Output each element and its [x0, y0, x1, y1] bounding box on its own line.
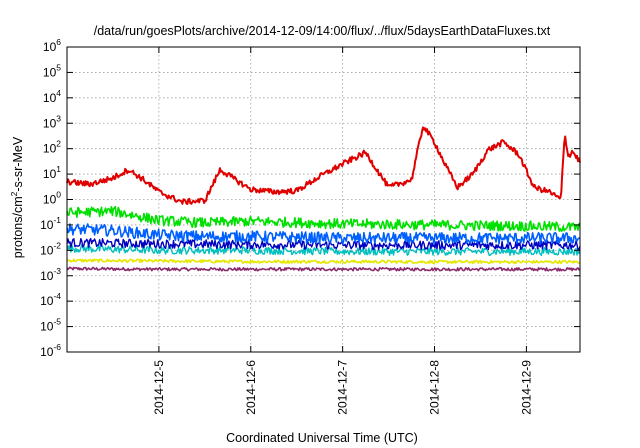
- y-tick-label: 10-5: [40, 317, 61, 334]
- y-tick-label: 10-1: [40, 215, 61, 232]
- y-tick-label: 10-6: [40, 342, 61, 359]
- x-tick-label: 2014-12-8: [428, 360, 442, 415]
- series-line: [66, 237, 581, 251]
- y-tick-label: 10-2: [40, 240, 61, 257]
- series-line: [66, 244, 581, 256]
- y-tick-label: 10-4: [40, 291, 61, 308]
- x-tick-labels: 2014-12-5 2014-12-6 2014-12-7 2014-12-8 2014…: [152, 360, 534, 415]
- y-tick-label: 102: [43, 139, 61, 156]
- grid: [67, 47, 580, 352]
- y-axis-label: protons/cm2-s-sr-MeV: [9, 136, 25, 258]
- y-tick-label: 101: [43, 164, 61, 181]
- y-tick-label: 104: [43, 88, 61, 105]
- series-line: [66, 266, 581, 272]
- series-layer: [66, 126, 581, 272]
- y-tick-label: 103: [43, 113, 61, 130]
- x-tick-label: 2014-12-9: [519, 360, 533, 415]
- series-line: [66, 223, 581, 245]
- x-tick-label: 2014-12-7: [336, 360, 350, 415]
- y-tick-label: 106: [43, 37, 61, 54]
- series-line: [66, 258, 581, 265]
- series-line: [66, 205, 581, 232]
- y-tick-label: 100: [43, 190, 61, 207]
- chart-title: /data/run/goesPlots/archive/2014-12-09/1…: [94, 24, 551, 38]
- tick-marks: [67, 46, 580, 353]
- y-tick-label: 10-3: [40, 266, 61, 283]
- series-line: [66, 126, 581, 205]
- y-tick-labels: 10-6 10-5 10-4 10-3 10-2 10-1 100 101 102 103 104 1…: [40, 37, 61, 359]
- x-tick-label: 2014-12-6: [244, 360, 258, 415]
- x-tick-label: 2014-12-5: [152, 360, 166, 415]
- y-tick-label: 105: [43, 62, 61, 79]
- x-axis-label: Coordinated Universal Time (UTC): [226, 431, 418, 445]
